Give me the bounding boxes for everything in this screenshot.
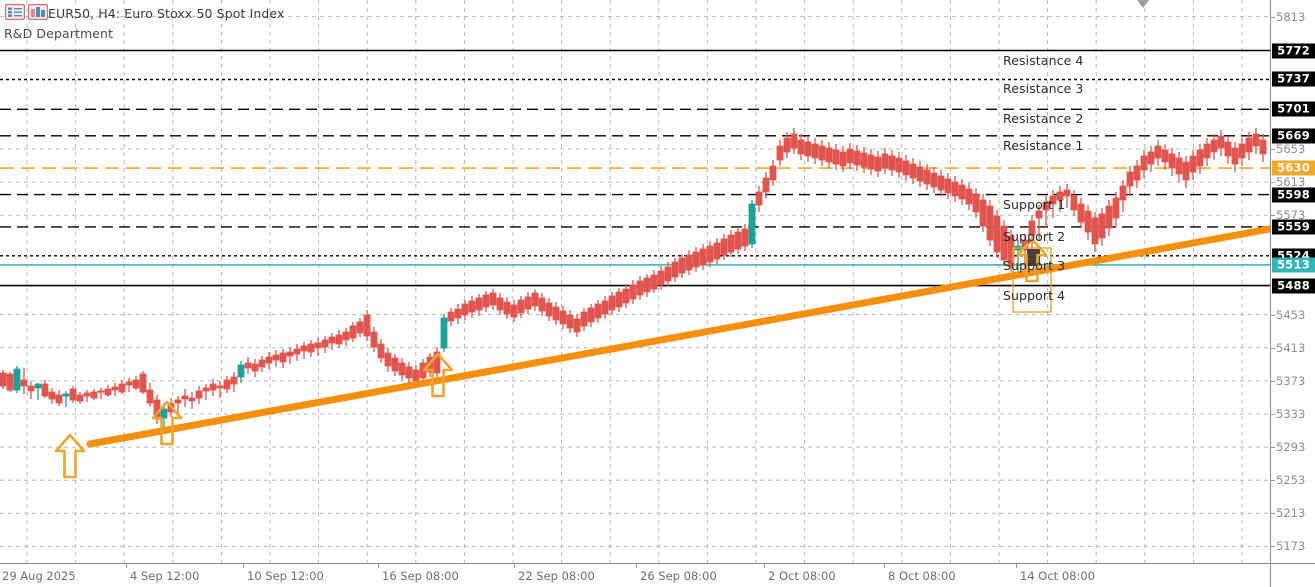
time-tick: 4 Sep 12:00: [125, 563, 200, 583]
time-tick: 8 Oct 08:00: [884, 563, 956, 583]
price-tick: 5333: [1269, 406, 1306, 421]
level-label-support-1: Support 1: [1003, 196, 1066, 212]
level-label-support-3: Support 3: [1003, 257, 1066, 273]
price-tick: 5653: [1269, 142, 1306, 157]
time-tick: 22 Sep 08:00: [514, 563, 595, 583]
time-tick: 2 Oct 08:00: [764, 563, 836, 583]
price-tick: 5613: [1269, 175, 1306, 190]
price-tick: 5213: [1269, 506, 1306, 521]
price-tick: 5373: [1269, 373, 1306, 388]
chart-plot-area[interactable]: Resistance 4 Resistance 3 Resistance 2 Resi…: [0, 0, 1270, 563]
price-level-tag: 5737: [1272, 71, 1315, 87]
price-series-layer: [0, 49, 1270, 479]
price-level-tag: 5488: [1272, 278, 1315, 294]
price-tick: 5173: [1269, 539, 1306, 554]
level-label-support-4: Support 4: [1003, 287, 1066, 303]
price-tick: 5253: [1269, 473, 1306, 488]
price-level-tag: 5559: [1272, 219, 1315, 235]
price-tick: 5813: [1269, 9, 1306, 24]
axis-corner: [1270, 563, 1315, 587]
price-level-tag: 5669: [1272, 128, 1315, 144]
price-tick: 5293: [1269, 440, 1306, 455]
price-tick: 5413: [1269, 340, 1306, 355]
level-label-resistance-4: Resistance 4: [1003, 52, 1084, 68]
chart-icon[interactable]: [27, 3, 49, 21]
time-tick: 29 Aug 2025: [2, 569, 76, 583]
grid-layer: [0, 0, 1270, 563]
instrument-title: EUR50, H4: Euro Stoxx 50 Spot Index: [48, 6, 285, 21]
price-tick: 5453: [1269, 307, 1306, 322]
chevron-down-icon[interactable]: [1134, 0, 1152, 8]
price-tick: 5573: [1269, 208, 1306, 223]
level-label-resistance-2: Resistance 2: [1003, 111, 1084, 127]
time-axis[interactable]: 29 Aug 2025 4 Sep 12:00 10 Sep 12:00 16 Sep…: [0, 563, 1270, 587]
price-level-tag: 5513: [1272, 257, 1315, 273]
price-level-tag: 5598: [1272, 187, 1315, 203]
current-price-tag: 5630: [1272, 160, 1315, 176]
time-tick: 14 Oct 08:00: [1016, 563, 1095, 583]
list-icon[interactable]: [4, 3, 26, 21]
price-axis[interactable]: 5813 5653 5613 5573 5453 5413 5373 5333 5293 5253…: [1269, 0, 1315, 563]
price-level-tag: 5701: [1272, 101, 1315, 117]
time-tick: 26 Sep 08:00: [636, 563, 717, 583]
level-label-resistance-1: Resistance 1: [1003, 137, 1084, 153]
time-tick: 16 Sep 08:00: [378, 563, 459, 583]
price-level-tag: 5772: [1272, 43, 1315, 58]
time-tick: 10 Sep 12:00: [243, 563, 324, 583]
level-label-resistance-3: Resistance 3: [1003, 81, 1084, 97]
level-label-support-2: Support 2: [1003, 228, 1066, 244]
chart-subtitle: R&D Department: [4, 26, 114, 41]
